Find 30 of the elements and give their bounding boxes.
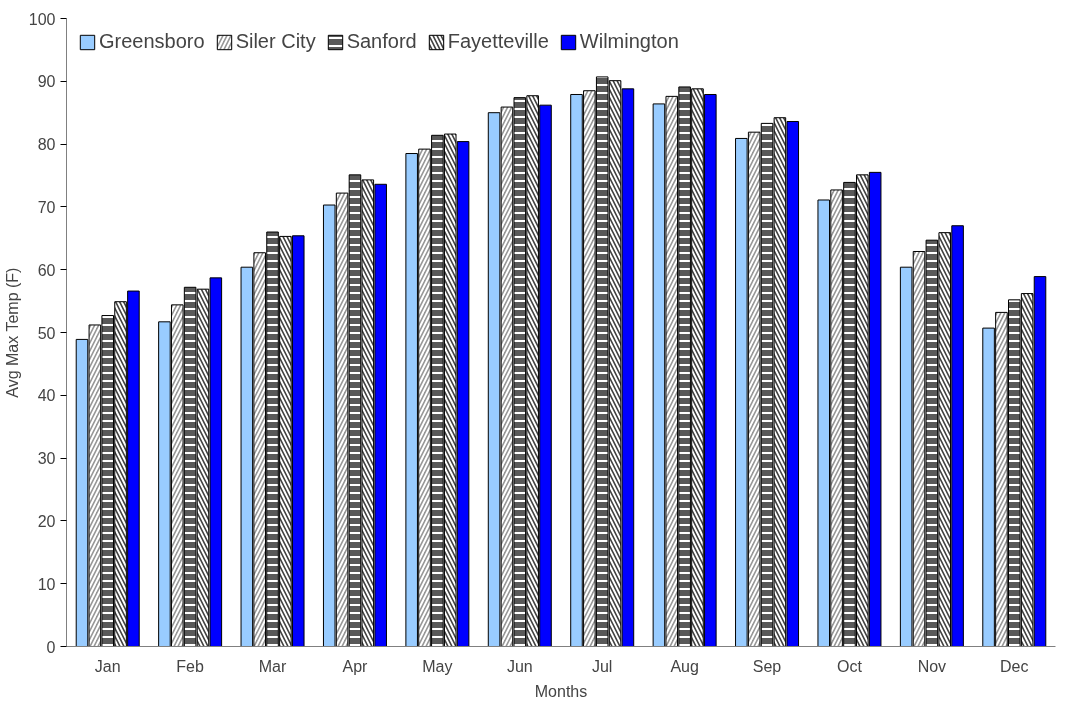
legend-label: Siler City [235,30,316,53]
x-tick-label: Nov [917,657,947,675]
x-tick-label: Jun [506,657,533,675]
y-tick-label: 100 [28,10,56,28]
legend-label: Wilmington [579,30,679,53]
x-tick-label: Dec [1000,657,1029,675]
x-tick-label: May [422,657,453,675]
y-tick-label: 50 [37,324,56,342]
y-tick-label: 40 [37,387,56,405]
x-tick-label: Sep [752,657,782,675]
legend-label: Sanford [346,30,417,53]
y-tick-label: 10 [37,575,56,593]
x-axis-title: Months [534,682,588,700]
y-tick-label: 60 [37,261,56,279]
y-axis-title: Avg Max Temp (F) [3,267,21,398]
x-tick-label: Aug [670,657,699,675]
legend-label: Fayetteville [447,30,549,53]
x-tick-label: Feb [176,657,205,675]
x-tick-label: Oct [837,657,863,675]
y-tick-label: 90 [37,73,56,91]
x-tick-label: Jul [591,657,613,675]
y-tick-label: 0 [46,638,56,656]
x-tick-label: Mar [258,657,287,675]
x-tick-label: Jan [94,657,121,675]
legend-label: Greensboro [99,30,205,53]
y-tick-label: 80 [37,136,56,154]
y-tick-label: 20 [37,512,56,530]
y-tick-label: 70 [37,198,56,216]
y-tick-label: 30 [37,450,56,468]
x-tick-label: Apr [342,657,369,675]
